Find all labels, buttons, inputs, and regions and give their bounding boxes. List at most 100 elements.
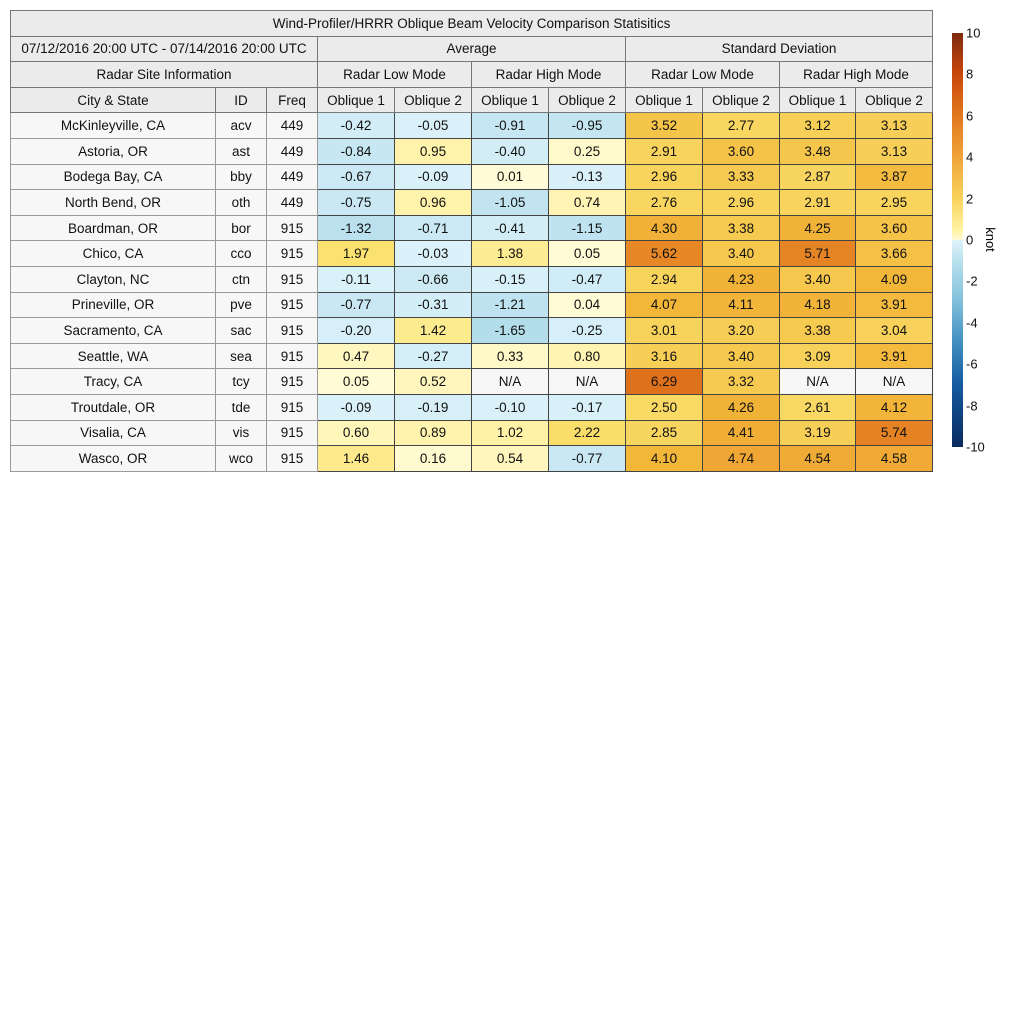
value-cell: 3.38: [779, 317, 856, 344]
value-cell: 0.04: [548, 291, 626, 319]
value-cell: -0.27: [394, 342, 472, 370]
value-cell: 0.47: [317, 342, 395, 370]
value-cell: 0.52: [394, 368, 472, 395]
city-cell: Chico, CA: [10, 240, 216, 267]
value-cell: 5.74: [854, 419, 934, 447]
value-cell: 6.29: [625, 368, 703, 395]
value-cell: -0.13: [548, 163, 626, 191]
value-cell: 2.85: [625, 419, 703, 447]
freq-cell: 915: [266, 368, 318, 395]
value-cell: 2.91: [779, 189, 856, 216]
freq-cell: 915: [266, 291, 318, 319]
value-cell: N/A: [779, 368, 856, 395]
value-cell: 2.96: [702, 189, 780, 216]
value-cell: 3.38: [702, 214, 780, 242]
value-cell: -0.77: [317, 291, 395, 319]
mode-header: Radar High Mode: [778, 61, 934, 88]
value-cell: 4.25: [779, 214, 856, 242]
freq-cell: 915: [266, 214, 318, 242]
value-cell: 4.54: [779, 445, 856, 472]
value-cell: -0.11: [317, 265, 395, 293]
mode-header: Radar Low Mode: [625, 61, 780, 88]
colorbar: [952, 33, 963, 447]
value-cell: -0.09: [394, 163, 472, 191]
value-cell: -1.32: [317, 214, 395, 242]
value-cell: 2.94: [625, 265, 703, 293]
column-header: Oblique 1: [779, 86, 856, 114]
value-cell: 3.16: [625, 342, 703, 370]
value-cell: 1.46: [317, 445, 395, 472]
value-cell: -1.15: [548, 214, 626, 242]
colorbar-tick: 8: [966, 66, 974, 82]
table-title: Wind-Profiler/HRRR Oblique Beam Velocity…: [9, 10, 934, 37]
statistics-table: Wind-Profiler/HRRR Oblique Beam Velocity…: [9, 10, 934, 472]
table-row: Visalia, CA vis 915 0.60 0.89 1.02 2.22 2.85 4.4…: [10, 419, 934, 447]
value-cell: 0.95: [394, 137, 472, 165]
colorbar-label: knot: [982, 227, 998, 252]
freq-cell: 915: [266, 419, 318, 447]
value-cell: -0.19: [394, 393, 472, 421]
value-cell: 2.96: [625, 163, 703, 191]
freq-cell: 915: [266, 317, 318, 344]
freq-cell: 449: [266, 163, 318, 191]
value-cell: 4.18: [779, 291, 856, 319]
freq-cell: 449: [266, 112, 318, 139]
value-cell: 3.20: [702, 317, 780, 344]
value-cell: 5.62: [625, 240, 703, 267]
column-header: Oblique 2: [702, 86, 780, 114]
table-row: Sacramento, CA sac 915 -0.20 1.42 -1.65 -0.25 3…: [10, 317, 934, 344]
value-cell: 0.05: [317, 368, 395, 395]
value-cell: -0.17: [548, 393, 626, 421]
table-row: Boardman, OR bor 915 -1.32 -0.71 -0.41 -1.15 4.…: [10, 214, 934, 242]
value-cell: 1.38: [471, 240, 549, 267]
value-cell: 3.60: [702, 137, 780, 165]
value-cell: 4.41: [702, 419, 780, 447]
value-cell: N/A: [854, 368, 934, 395]
value-cell: 1.02: [471, 419, 549, 447]
city-cell: Bodega Bay, CA: [10, 163, 216, 191]
value-cell: -0.15: [471, 265, 549, 293]
value-cell: 3.40: [702, 240, 780, 267]
freq-cell: 915: [266, 240, 318, 267]
value-cell: 0.05: [548, 240, 626, 267]
value-cell: -0.31: [394, 291, 472, 319]
value-cell: 3.40: [779, 265, 856, 293]
column-header: Freq: [266, 86, 318, 114]
value-cell: -0.40: [471, 137, 549, 165]
table-row: McKinleyville, CA acv 449 -0.42 -0.05 -0.91 -0…: [10, 112, 934, 139]
value-cell: 4.11: [702, 291, 780, 319]
freq-cell: 449: [266, 189, 318, 216]
value-cell: -0.71: [394, 214, 472, 242]
column-header: Oblique 2: [548, 86, 626, 114]
id-cell: acv: [215, 112, 267, 139]
value-cell: 0.96: [394, 189, 472, 216]
value-cell: 3.52: [625, 112, 703, 139]
city-cell: Wasco, OR: [10, 445, 216, 472]
column-header: ID: [215, 86, 267, 114]
value-cell: 2.61: [779, 393, 856, 421]
value-cell: 3.13: [854, 137, 934, 165]
id-cell: bor: [215, 214, 267, 242]
city-cell: Clayton, NC: [10, 265, 216, 293]
colorbar-tick: 4: [966, 149, 974, 165]
value-cell: 4.74: [702, 445, 780, 472]
table-row: North Bend, OR oth 449 -0.75 0.96 -1.05 0.74 2.…: [10, 189, 934, 216]
city-cell: Visalia, CA: [10, 419, 216, 447]
value-cell: -0.84: [317, 137, 395, 165]
table-row: Tracy, CA tcy 915 0.05 0.52 N/A N/A 6.29 3.32 N/A…: [10, 368, 934, 395]
value-cell: 0.01: [471, 163, 549, 191]
table-row: Bodega Bay, CA bby 449 -0.67 -0.09 0.01 -0.13 2…: [10, 163, 934, 191]
value-cell: 0.25: [548, 137, 626, 165]
freq-cell: 915: [266, 342, 318, 370]
value-cell: -0.05: [394, 112, 472, 139]
freq-cell: 915: [266, 445, 318, 472]
value-cell: -0.75: [317, 189, 395, 216]
table-row: Clayton, NC ctn 915 -0.11 -0.66 -0.15 -0.47 2.9…: [10, 265, 934, 293]
colorbar-tick: 2: [966, 191, 974, 207]
id-cell: wco: [215, 445, 267, 472]
city-cell: Troutdale, OR: [10, 393, 216, 421]
id-cell: cco: [215, 240, 267, 267]
value-cell: -0.03: [394, 240, 472, 267]
value-cell: 3.09: [779, 342, 856, 370]
mode-header: Radar Low Mode: [317, 61, 472, 88]
